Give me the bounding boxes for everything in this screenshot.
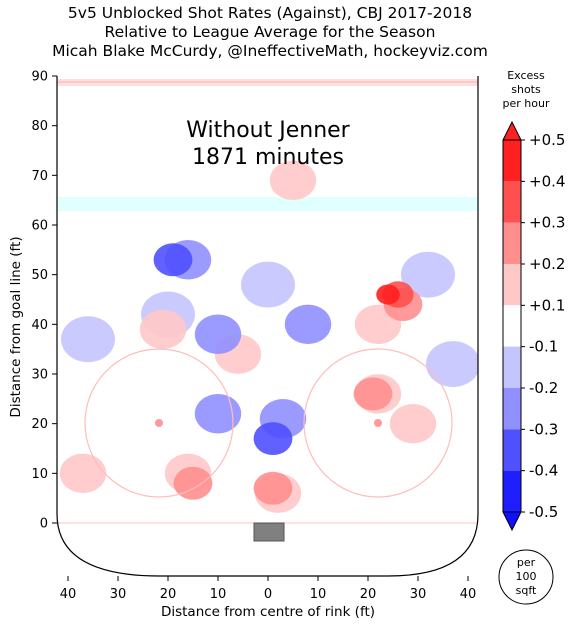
colorbar-band (503, 140, 521, 182)
per-unit-line-2: 100 (516, 570, 537, 583)
right-faceoff-circle (303, 348, 453, 498)
right-faceoff-dot (374, 419, 382, 427)
per-unit-badge: per 100 sqft (498, 549, 554, 605)
left-faceoff-circle (84, 348, 234, 498)
colorbar-top-arrow (502, 120, 522, 141)
excess-region (139, 309, 187, 350)
colorbar-tick-label: -0.5 (529, 503, 558, 521)
x-tick-label: 30 (110, 587, 127, 602)
colorbar: +0.5 +0.4 +0.3 +0.2 +0.1 -0.1 -0.2 -0.3 -0.4 -0.5 (502, 120, 565, 532)
per-unit-line-1: per (517, 556, 536, 569)
title-line-1: 5v5 Unblocked Shot Rates (Against), CBJ … (67, 4, 473, 22)
colorbar-tick-label: +0.1 (529, 296, 565, 314)
excess-region (401, 251, 455, 298)
x-tick-label: 40 (460, 587, 477, 602)
rink-outline (56, 76, 479, 577)
x-tick-label: 10 (210, 587, 227, 602)
title-line-2: Relative to League Average for the Seaso… (104, 23, 436, 41)
excess-region (194, 394, 242, 434)
x-tick-label: 40 (60, 587, 77, 602)
annotation-line-2: 1871 minutes (192, 145, 344, 170)
colorbar-tick-label: -0.2 (529, 379, 558, 397)
goal-net (253, 522, 285, 542)
colorbar-band (503, 305, 521, 347)
y-tick-label: 70 (31, 169, 48, 184)
x-axis: 40 30 20 10 0 10 20 30 40 (60, 576, 477, 602)
x-tick-label: 0 (264, 587, 272, 602)
y-axis-label: Distance from goal line (ft) (8, 236, 24, 417)
colorbar-tick-label: -0.3 (529, 420, 558, 438)
colorbar-band (503, 264, 521, 306)
blue-line-band (57, 197, 478, 211)
colorbar-band (503, 222, 521, 264)
colorbar-title-3: per hour (503, 97, 550, 110)
colorbar-band (503, 470, 521, 512)
colorbar-band (503, 429, 521, 471)
excess-region (194, 314, 242, 354)
colorbar-band (503, 181, 521, 223)
y-tick-label: 80 (31, 119, 48, 134)
colorbar-tick-label: +0.3 (529, 214, 565, 232)
y-tick-label: 30 (31, 368, 48, 383)
colorbar-tick-label: +0.5 (529, 131, 565, 149)
annotation-line-1: Without Jenner (186, 118, 350, 143)
y-tick-label: 50 (31, 268, 48, 283)
y-tick-label: 10 (31, 467, 48, 482)
excess-region (284, 304, 332, 345)
excess-region (59, 453, 107, 494)
x-tick-label: 30 (410, 587, 427, 602)
y-tick-label: 0 (40, 517, 48, 532)
colorbar-tick-label: +0.2 (529, 255, 565, 273)
excess-region (253, 422, 293, 456)
excess-region (61, 316, 115, 363)
colorbar-title-1: Excess (507, 69, 545, 82)
chart-title: 5v5 Unblocked Shot Rates (Against), CBJ … (0, 4, 540, 61)
y-tick-label: 90 (31, 70, 48, 85)
y-tick-label: 20 (31, 417, 48, 432)
colorbar-title-2: shots (511, 83, 541, 96)
y-axis: 0 10 20 30 40 50 60 70 80 90 (31, 70, 57, 532)
y-tick-label: 60 (31, 219, 48, 234)
excess-region (426, 341, 478, 388)
excess-regions (59, 160, 478, 513)
excess-region (269, 160, 317, 201)
excess-region (353, 377, 393, 411)
x-tick-label: 20 (360, 587, 377, 602)
x-tick-label: 20 (160, 587, 177, 602)
colorbar-band (503, 388, 521, 430)
per-unit-circle (498, 549, 554, 605)
colorbar-tick-label: -0.4 (529, 462, 558, 480)
left-faceoff-dot (155, 419, 163, 427)
excess-region (153, 243, 193, 277)
excess-region (253, 471, 293, 505)
x-tick-label: 10 (310, 587, 327, 602)
per-unit-line-3: sqft (516, 584, 537, 597)
excess-region (173, 466, 213, 500)
colorbar-tick-label: +0.4 (529, 172, 565, 190)
excess-region (241, 261, 295, 308)
excess-region (376, 284, 400, 305)
x-axis-label: Distance from centre of rink (ft) (161, 604, 375, 620)
y-tick-label: 40 (31, 318, 48, 333)
excess-region (389, 403, 437, 444)
title-line-3: Micah Blake McCurdy, @IneffectiveMath, h… (52, 42, 488, 60)
colorbar-tick-label: -0.1 (529, 338, 558, 356)
colorbar-band (503, 346, 521, 388)
colorbar-bottom-arrow (502, 511, 522, 532)
